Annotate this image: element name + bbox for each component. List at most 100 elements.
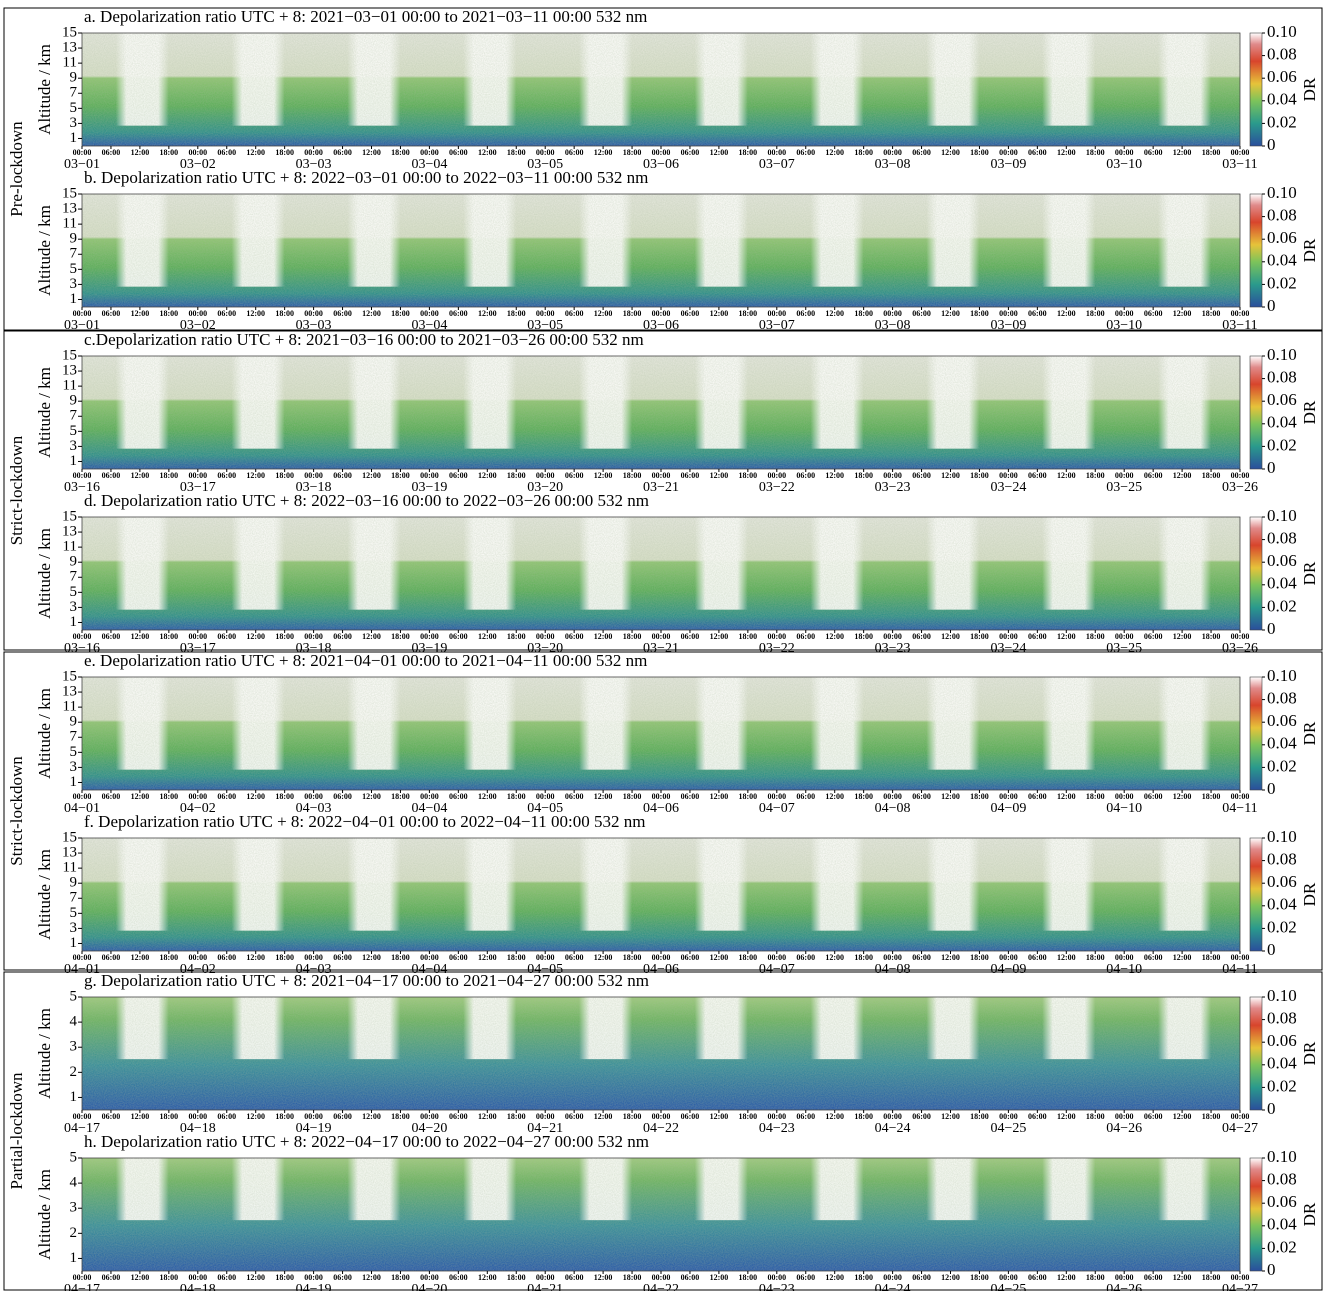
x-hour-label: 00:00: [73, 792, 92, 801]
x-hour-label: 12:00: [246, 632, 265, 641]
x-hour-label: 06:00: [217, 148, 236, 157]
y-axis-label: Altitude / km: [35, 205, 54, 296]
colorbar-tick-label: 0.08: [1267, 1009, 1297, 1028]
x-hour-label: 18:00: [275, 309, 294, 318]
x-hour-label: 00:00: [188, 792, 207, 801]
x-hour-label: 00:00: [304, 1273, 323, 1282]
x-hour-label: 00:00: [304, 792, 323, 801]
x-date-label: 04−10: [1106, 962, 1142, 977]
x-hour-label: 00:00: [73, 953, 92, 962]
colorbar-tick-label: 0.08: [1267, 689, 1297, 708]
x-hour-label: 12:00: [941, 309, 960, 318]
x-hour-label: 12:00: [941, 953, 960, 962]
x-hour-label: 18:00: [1086, 792, 1105, 801]
y-tick-label: 9: [70, 231, 78, 247]
x-hour-label: 06:00: [102, 1273, 121, 1282]
x-hour-label: 00:00: [188, 1273, 207, 1282]
x-hour-label: 00:00: [304, 953, 323, 962]
x-hour-label: 06:00: [912, 953, 931, 962]
x-date-label: 04−20: [411, 1121, 447, 1136]
x-hour-label: 12:00: [478, 792, 497, 801]
y-tick-label: 11: [63, 539, 77, 555]
y-tick-label: 1: [70, 291, 78, 307]
x-hour-label: 12:00: [941, 792, 960, 801]
x-hour-label: 00:00: [1231, 471, 1250, 480]
x-hour-label: 00:00: [304, 148, 323, 157]
x-hour-label: 06:00: [102, 309, 121, 318]
x-hour-label: 12:00: [710, 309, 729, 318]
x-hour-label: 06:00: [449, 1273, 468, 1282]
x-date-label: 03−25: [1106, 480, 1142, 495]
x-hour-label: 18:00: [160, 953, 179, 962]
x-hour-label: 18:00: [391, 632, 410, 641]
x-date-label: 03−02: [180, 318, 216, 333]
x-hour-label: 00:00: [883, 632, 902, 641]
colorbar-tick-label: 0.06: [1267, 67, 1297, 86]
x-hour-label: 06:00: [796, 953, 815, 962]
x-hour-label: 12:00: [1173, 471, 1192, 480]
y-axis-label: Altitude / km: [35, 44, 54, 135]
colorbar-tick-label: 0.10: [1267, 345, 1297, 364]
x-hour-label: 18:00: [1086, 953, 1105, 962]
x-hour-label: 12:00: [594, 309, 613, 318]
x-hour-label: 00:00: [420, 471, 439, 480]
x-date-label: 03−23: [875, 480, 911, 495]
x-hour-label: 18:00: [1086, 471, 1105, 480]
x-hour-label: 18:00: [391, 1112, 410, 1121]
x-hour-label: 12:00: [362, 953, 381, 962]
x-hour-label: 06:00: [102, 792, 121, 801]
x-hour-label: 18:00: [507, 148, 526, 157]
x-hour-label: 00:00: [304, 1112, 323, 1121]
y-tick-label: 15: [62, 508, 77, 524]
x-hour-label: 12:00: [1057, 309, 1076, 318]
x-date-label: 03−25: [1106, 641, 1142, 656]
heatmap-noise: [82, 33, 1240, 146]
x-date-label: 03−05: [527, 318, 563, 333]
y-tick-label: 5: [70, 100, 78, 116]
x-date-label: 04−02: [180, 962, 216, 977]
x-hour-label: 06:00: [1028, 309, 1047, 318]
x-hour-label: 18:00: [970, 471, 989, 480]
y-tick-label: 9: [70, 393, 78, 409]
x-date-label: 04−05: [527, 962, 563, 977]
x-hour-label: 06:00: [681, 953, 700, 962]
y-axis-label: Altitude / km: [35, 849, 54, 940]
x-date-label: 04−22: [643, 1282, 679, 1291]
x-hour-label: 06:00: [102, 632, 121, 641]
heatmap: [82, 517, 1240, 630]
x-hour-label: 00:00: [1231, 148, 1250, 157]
y-axis-label: Altitude / km: [35, 688, 54, 779]
colorbar-tick-label: 0.02: [1267, 112, 1297, 131]
y-tick-label: 3: [70, 599, 78, 615]
y-tick-label: 11: [63, 378, 77, 394]
x-hour-label: 00:00: [73, 1273, 92, 1282]
x-hour-label: 18:00: [1086, 309, 1105, 318]
x-hour-label: 18:00: [854, 1273, 873, 1282]
y-tick-label: 1: [70, 1250, 78, 1266]
x-hour-label: 18:00: [1086, 148, 1105, 157]
x-date-label: 03−22: [759, 480, 795, 495]
x-hour-label: 12:00: [710, 471, 729, 480]
colorbar-label: DR: [1300, 882, 1319, 906]
x-hour-label: 12:00: [594, 1273, 613, 1282]
x-hour-label: 06:00: [217, 471, 236, 480]
heatmap: [82, 194, 1240, 307]
x-hour-label: 00:00: [304, 632, 323, 641]
x-hour-label: 18:00: [507, 309, 526, 318]
y-tick-label: 13: [62, 845, 77, 861]
x-hour-label: 12:00: [478, 632, 497, 641]
x-hour-label: 06:00: [912, 792, 931, 801]
x-date-label: 03−17: [180, 480, 216, 495]
x-hour-label: 12:00: [131, 148, 150, 157]
x-hour-label: 12:00: [594, 632, 613, 641]
panel-title: c.Depolarization ratio UTC + 8: 2021−03−…: [84, 330, 644, 349]
x-hour-label: 00:00: [304, 309, 323, 318]
colorbar-label: DR: [1300, 1202, 1319, 1226]
x-date-label: 03−08: [875, 157, 911, 172]
x-date-label: 04−22: [643, 1121, 679, 1136]
x-hour-label: 12:00: [1057, 471, 1076, 480]
x-hour-label: 18:00: [507, 792, 526, 801]
x-hour-label: 06:00: [217, 1112, 236, 1121]
x-date-label: 03−04: [411, 157, 447, 172]
x-hour-label: 12:00: [594, 471, 613, 480]
